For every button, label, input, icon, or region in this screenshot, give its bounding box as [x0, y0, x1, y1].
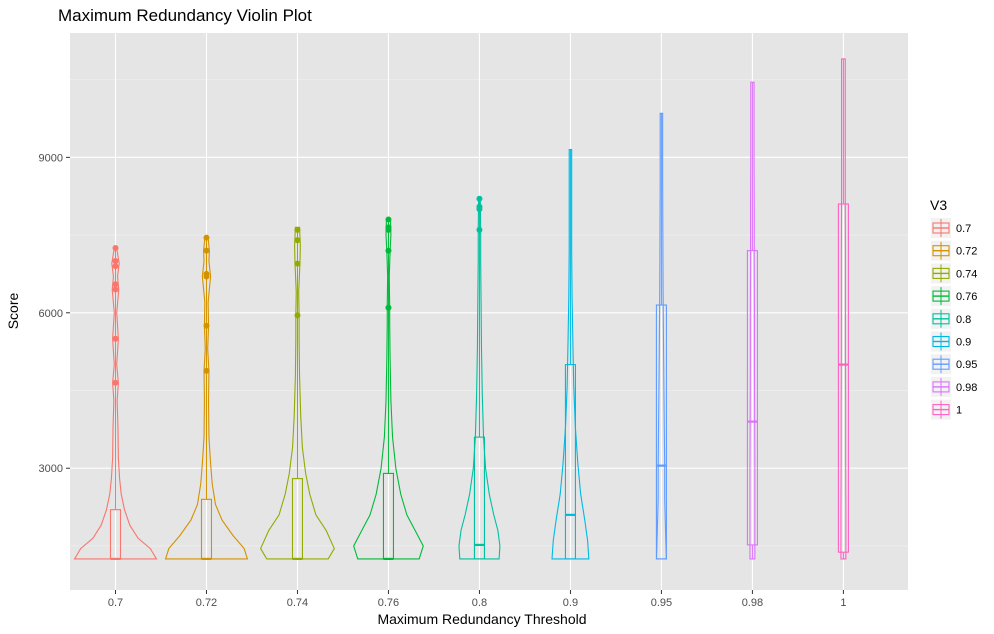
- outlier-point: [112, 281, 119, 288]
- violin-group-0.76: [353, 216, 424, 561]
- outlier-point: [476, 203, 483, 210]
- outlier-point: [385, 216, 392, 223]
- y-tick-label: 3000: [39, 463, 63, 475]
- x-tick-label: 0.74: [287, 597, 308, 609]
- outlier-point: [203, 322, 210, 329]
- legend-label: 0.8: [956, 314, 971, 326]
- legend-title: V3: [930, 197, 947, 213]
- outlier-point: [476, 226, 483, 233]
- legend: V3 0.7 0.72 0.74 0.76 0.8 0.9 0.95 0.98 1: [930, 197, 977, 420]
- outlier-point: [294, 260, 301, 267]
- violin-group-1: [837, 58, 849, 560]
- violin-group-0.72: [164, 234, 249, 561]
- x-tick-label: 0.95: [651, 597, 672, 609]
- legend-item-0.8: 0.8: [931, 308, 971, 329]
- legend-label: 0.76: [956, 291, 977, 303]
- legend-item-0.72: 0.72: [931, 240, 977, 261]
- violin-group-0.95: [655, 112, 667, 560]
- legend-label: 0.9: [956, 337, 971, 349]
- outlier-point: [112, 335, 119, 342]
- legend-item-0.98: 0.98: [931, 376, 977, 397]
- violin-group-0.98: [746, 81, 758, 560]
- outlier-point: [385, 224, 392, 231]
- outlier-point: [112, 286, 119, 293]
- legend-label: 0.95: [956, 359, 977, 371]
- box: [746, 250, 758, 546]
- legend-item-0.76: 0.76: [931, 286, 977, 307]
- outlier-point: [112, 379, 119, 386]
- minor-gridlines: [70, 79, 908, 547]
- outlier-point: [385, 304, 392, 311]
- outlier-point: [203, 234, 210, 241]
- outlier-point: [385, 247, 392, 254]
- legend-label: 1: [956, 405, 962, 417]
- legend-label: 0.74: [956, 268, 977, 280]
- x-tick-label: 0.9: [563, 597, 578, 609]
- box: [655, 304, 667, 560]
- outlier-point: [294, 237, 301, 244]
- y-axis-ticks: 3000 6000 9000: [39, 152, 70, 475]
- legend-label: 0.72: [956, 246, 977, 258]
- violin-group-0.7: [73, 245, 158, 561]
- violin-layer: [73, 58, 849, 561]
- x-tick-label: 1: [840, 597, 846, 609]
- y-tick-label: 9000: [39, 152, 63, 164]
- outlier-point: [203, 367, 210, 374]
- outlier-point: [112, 245, 119, 252]
- violin-group-0.74: [260, 226, 335, 561]
- x-tick-label: 0.8: [472, 597, 487, 609]
- outlier-point: [203, 247, 210, 254]
- x-tick-label: 0.72: [196, 597, 217, 609]
- legend-item-1: 1: [931, 399, 962, 420]
- y-axis-title: Score: [5, 293, 21, 330]
- x-tick-label: 0.98: [742, 597, 763, 609]
- legend-label: 0.7: [956, 223, 971, 235]
- box: [473, 436, 485, 560]
- outlier-point: [294, 312, 301, 319]
- chart-title: Maximum Redundancy Violin Plot: [58, 6, 312, 25]
- violin-shape: [260, 226, 335, 560]
- y-tick-label: 6000: [39, 308, 63, 320]
- violin-shape: [749, 81, 756, 560]
- box: [564, 364, 576, 560]
- violin-group-0.9: [551, 149, 590, 560]
- x-axis-ticks: 0.7 0.72 0.74 0.76 0.8 0.9 0.95 0.98 1: [108, 590, 846, 609]
- violin-shape: [840, 58, 847, 560]
- outlier-point: [112, 257, 119, 264]
- x-tick-label: 0.76: [378, 597, 399, 609]
- legend-label: 0.98: [956, 382, 977, 394]
- outlier-point: [294, 226, 301, 233]
- violin-group-0.8: [458, 195, 501, 560]
- legend-item-0.7: 0.7: [931, 218, 971, 238]
- outlier-point: [112, 263, 119, 270]
- outlier-point: [476, 195, 483, 202]
- plot-panel: [70, 33, 908, 590]
- legend-item-0.9: 0.9: [931, 331, 971, 352]
- outlier-point: [203, 270, 210, 277]
- legend-item-0.74: 0.74: [931, 263, 977, 284]
- legend-item-0.95: 0.95: [931, 354, 977, 375]
- x-axis-title: Maximum Redundancy Threshold: [377, 611, 586, 627]
- box: [837, 203, 849, 553]
- x-tick-label: 0.7: [108, 597, 123, 609]
- violin-shape: [551, 149, 590, 560]
- violin-shape: [655, 112, 667, 560]
